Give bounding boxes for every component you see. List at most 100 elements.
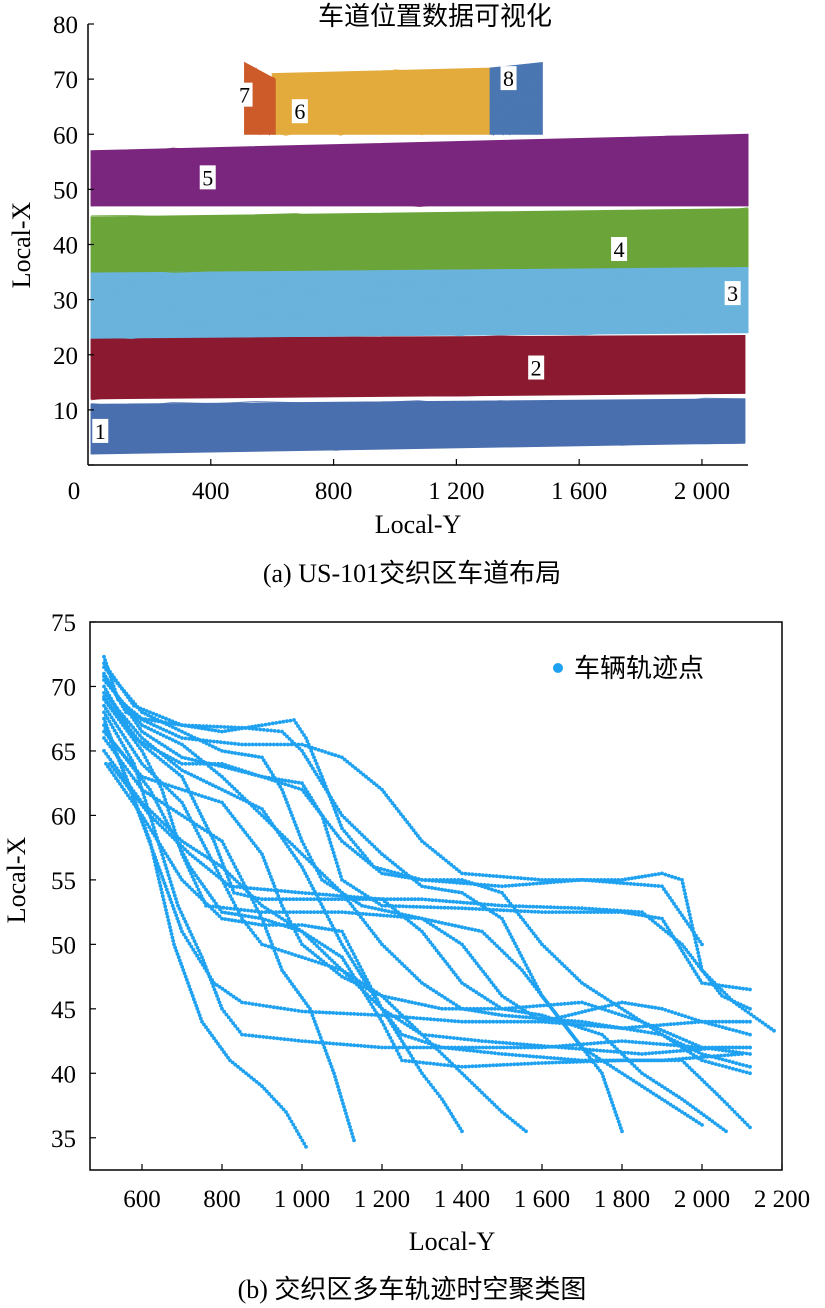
trajectory-point [620,1129,624,1134]
trajectory-point [157,868,162,873]
trajectory-point [648,1025,653,1030]
trajectory-point [147,769,152,773]
trajectory-point [215,739,220,744]
trajectory-point [175,916,180,921]
trajectory-point [158,757,163,762]
trajectory-point [272,729,277,733]
legend-label: 车辆轨迹点 [574,654,704,683]
trajectory-point [318,874,323,879]
trajectory-point [501,1045,506,1050]
trajectory-point [457,1006,462,1011]
trajectory-point [656,872,661,876]
trajectory-point [451,1001,456,1006]
trajectory-point [466,1037,470,1042]
trajectory-point [105,716,110,721]
trajectory-point [213,842,218,847]
trajectory-point [520,1010,524,1014]
trajectory-point [263,905,267,910]
trajectory-point [276,1102,281,1107]
trajectory-point [385,901,390,906]
trajectory-point [122,755,127,759]
trajectory-point [681,1037,685,1042]
chart-b-x-tick-label: 1 400 [434,1186,490,1213]
trajectory-point [226,766,231,770]
trajectory-point [292,984,296,989]
trajectory-point [200,760,204,764]
trajectory-point [445,962,450,966]
trajectory-point [510,1118,515,1123]
trajectory-point [118,775,123,780]
trajectory-point [257,742,262,747]
trajectory-point [128,698,132,702]
trajectory-point [643,1073,647,1077]
trajectory-point [203,828,207,832]
trajectory-point [395,1048,399,1053]
trajectory-point [625,1075,630,1079]
trajectory-point [110,764,114,769]
trajectory-point [143,724,148,729]
trajectory-point [125,767,130,772]
trajectory-point [669,1058,674,1063]
trajectory-point [566,1022,571,1026]
trajectory-point [539,1043,543,1048]
trajectory-point [351,952,356,956]
trajectory-point [475,1049,480,1054]
trajectory-point [180,774,184,779]
trajectory-point [330,752,334,757]
trajectory-point [418,1016,423,1021]
trajectory-point [723,995,727,1000]
trajectory-point [661,1042,666,1047]
trajectory-point [140,736,144,740]
trajectory-point [135,705,140,709]
trajectory-point [474,872,478,877]
trajectory-point [707,1053,711,1058]
trajectory-point [465,901,470,905]
trajectory-point [189,734,194,738]
trajectory-point [341,1011,346,1016]
trajectory-point [430,886,434,890]
lane-4-trajectory [91,217,749,228]
trajectory-point [132,718,136,722]
trajectory-point [164,908,168,912]
trajectory-point [525,923,530,928]
trajectory-point [316,960,321,965]
trajectory-point [524,973,529,978]
trajectory-point [496,884,501,888]
trajectory-point [287,910,292,914]
trajectory-point [690,1047,695,1052]
trajectory-point [427,878,432,882]
trajectory-point [308,855,313,860]
trajectory-point [135,771,140,776]
trajectory-point [592,910,597,914]
trajectory-point [377,992,381,997]
trajectory-point [212,768,216,773]
trajectory-point [311,766,315,771]
trajectory-point [545,1055,550,1060]
trajectory-point [462,1073,467,1078]
trajectory-point [665,1100,670,1105]
trajectory-point [707,1085,712,1089]
trajectory-point [663,922,668,927]
trajectory-point [700,1077,704,1082]
trajectory-point [630,876,634,881]
trajectory-point [407,823,412,827]
trajectory-point [302,854,307,859]
trajectory-point [363,892,367,897]
trajectory-point [449,1019,454,1023]
trajectory-point [676,1012,681,1017]
trajectory-point [324,1052,329,1056]
trajectory-point [413,1001,418,1005]
trajectory-point [611,908,616,913]
lane-4-trajectory [91,226,748,236]
trajectory-point [563,1023,568,1028]
trajectory-point [428,922,433,926]
trajectory-point [206,727,211,732]
trajectory-point [189,793,194,797]
trajectory-point [525,1042,530,1047]
trajectory-point [200,955,204,960]
trajectory-point [282,971,286,975]
trajectory-point [706,1046,710,1051]
trajectory-point [165,854,170,859]
trajectory-point [301,842,306,847]
trajectory-point [416,915,421,920]
